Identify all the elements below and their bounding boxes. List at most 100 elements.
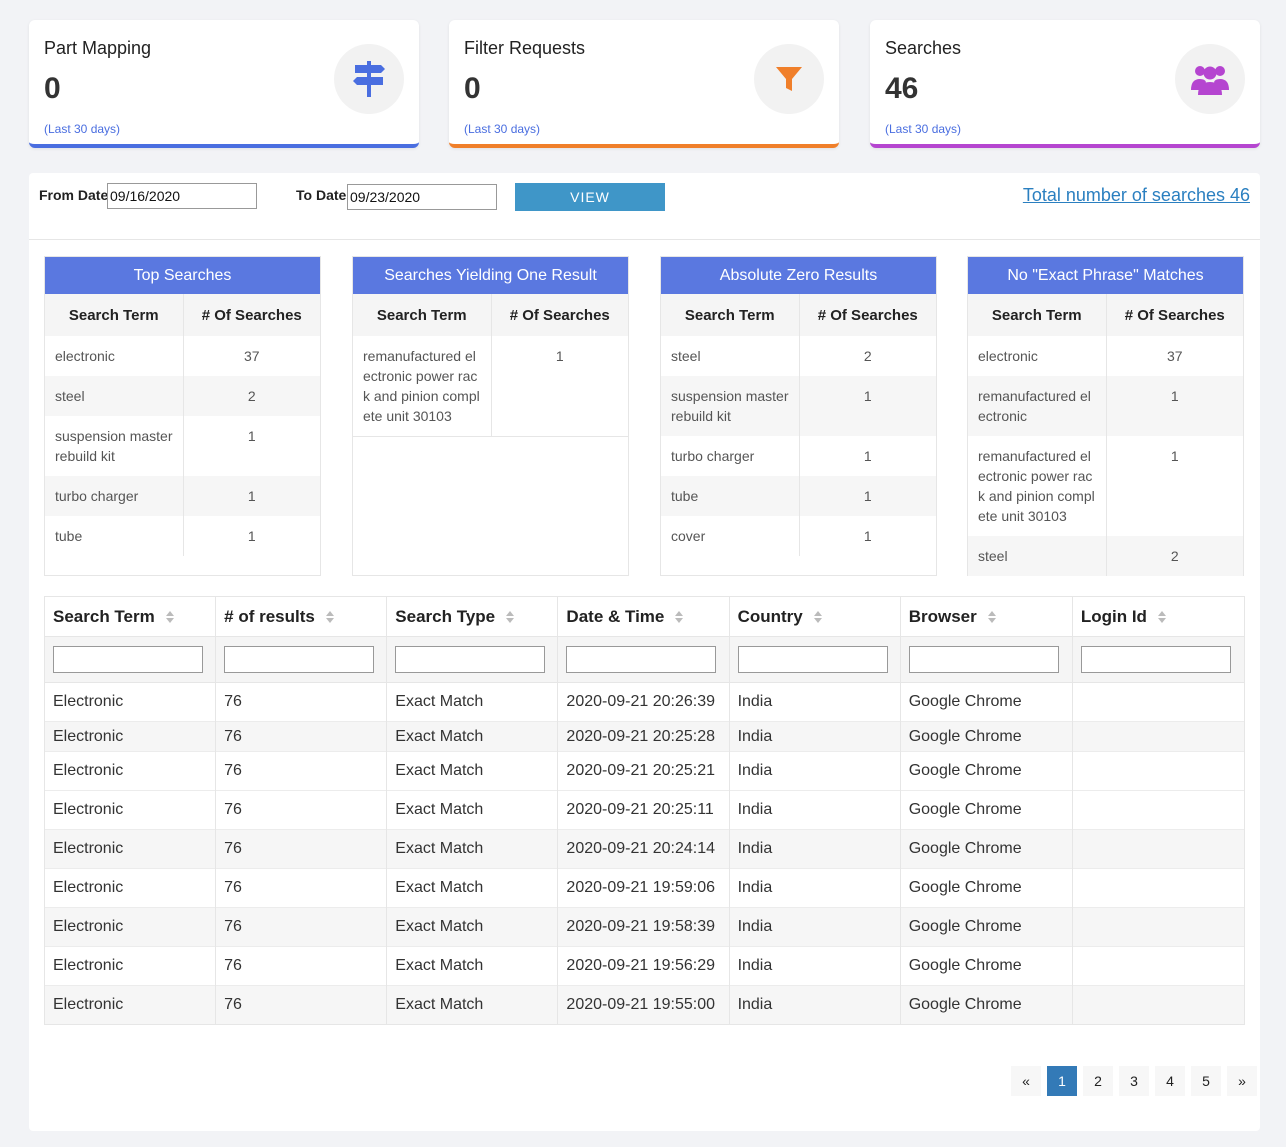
sort-icon[interactable]	[674, 610, 684, 624]
table-row: steel 2	[968, 536, 1243, 576]
search-term-cell: steel	[45, 376, 184, 416]
results-filter-input[interactable]	[224, 646, 375, 673]
search-term-cell: remanufactured electronic power rack and…	[968, 436, 1107, 536]
count-cell: 1	[799, 476, 936, 516]
search-type-filter-input[interactable]	[395, 646, 546, 673]
filter-cell	[899, 636, 1073, 683]
header-label: Browser	[908, 606, 977, 626]
cell: India	[728, 682, 901, 722]
table-row: remanufactured electronic 1	[968, 376, 1243, 436]
search-term-cell: electronic	[45, 336, 184, 376]
cell: Google Chrome	[899, 829, 1073, 869]
count-cell: 1	[1170, 448, 1179, 464]
card-title: Part Mapping	[44, 38, 152, 58]
pagination-prev[interactable]: «	[1011, 1066, 1041, 1096]
sort-icon[interactable]	[165, 610, 175, 624]
cell: Electronic	[43, 721, 217, 752]
filter-cell	[557, 636, 730, 683]
to-date-input[interactable]	[347, 184, 497, 210]
cell: Google Chrome	[899, 946, 1073, 986]
cell: Google Chrome	[899, 985, 1073, 1025]
cell: Google Chrome	[899, 682, 1073, 722]
stat-card-searches: Searches 46 (Last 30 days)	[870, 20, 1260, 148]
column-header-search-term[interactable]: Search Term	[43, 596, 217, 637]
table-row: Electronic 76 Exact Match 2020-09-21 19:58:…	[43, 907, 1246, 947]
table-row: remanufactured electronic power rack and…	[968, 436, 1243, 536]
header-label: Date & Time	[566, 606, 665, 626]
count-cell: 1	[247, 528, 256, 544]
users-icon	[1175, 44, 1245, 114]
table-row: Electronic 76 Exact Match 2020-09-21 20:25:…	[43, 721, 1246, 752]
sort-icon[interactable]	[505, 610, 515, 624]
sort-icon[interactable]	[1157, 610, 1167, 624]
count-cell: 2	[1106, 536, 1243, 576]
card-period: (Last 30 days)	[464, 122, 541, 136]
table-row: Electronic 76 Exact Match 2020-09-21 19:59:…	[43, 868, 1246, 908]
column-header: Search Term	[45, 294, 184, 336]
table-title: No "Exact Phrase" Matches	[968, 257, 1243, 294]
pagination-page-2[interactable]: 2	[1083, 1066, 1113, 1096]
country-filter-input[interactable]	[737, 646, 888, 673]
pagination-page-3[interactable]: 3	[1119, 1066, 1149, 1096]
cell: 2020-09-21 19:55:00	[557, 985, 730, 1025]
sort-icon[interactable]	[325, 610, 335, 624]
stat-card-part-mapping: Part Mapping 0 (Last 30 days)	[29, 20, 419, 148]
cell: 2020-09-21 19:58:39	[557, 907, 730, 947]
search-term-filter-input[interactable]	[53, 646, 203, 673]
search-term-cell: tube	[661, 476, 800, 516]
cell: Exact Match	[386, 907, 559, 947]
column-filter-row	[43, 636, 1246, 683]
cell: 2020-09-21 19:56:29	[557, 946, 730, 986]
table-row: suspension master rebuild kit 1	[45, 416, 320, 476]
card-title: Searches	[885, 38, 962, 58]
cell: Exact Match	[386, 985, 559, 1025]
cell: Exact Match	[386, 721, 559, 752]
cell: 76	[215, 790, 388, 830]
login-id-filter-input[interactable]	[1080, 646, 1231, 673]
column-header-date-time[interactable]: Date & Time	[557, 596, 730, 637]
pagination-page-5[interactable]: 5	[1191, 1066, 1221, 1096]
filter-cell	[728, 636, 901, 683]
table-row: Electronic 76 Exact Match 2020-09-21 19:55:…	[43, 985, 1246, 1025]
column-header-browser[interactable]: Browser	[899, 596, 1073, 637]
cell: Exact Match	[386, 829, 559, 869]
count-cell: 2	[863, 348, 872, 364]
table-row: Electronic 76 Exact Match 2020-09-21 20:26:…	[43, 682, 1246, 722]
date-time-filter-input[interactable]	[566, 646, 717, 673]
search-term-cell: turbo charger	[45, 476, 184, 516]
search-report-panel: From Date To Date VIEW Total number of s…	[29, 173, 1260, 1131]
table-row: steel 2	[661, 336, 936, 376]
search-term-cell: suspension master rebuild kit	[661, 376, 800, 436]
browser-filter-input[interactable]	[908, 646, 1059, 673]
column-header-results[interactable]: # of results	[215, 596, 388, 637]
from-date-input[interactable]	[107, 183, 257, 209]
card-period: (Last 30 days)	[885, 122, 962, 136]
sort-icon[interactable]	[813, 610, 823, 624]
cell: Electronic	[43, 829, 217, 869]
table-row: electronic 37	[45, 336, 320, 376]
column-header-country[interactable]: Country	[728, 596, 901, 637]
cell	[1071, 751, 1246, 791]
sort-icon[interactable]	[987, 610, 997, 624]
search-term-cell: steel	[968, 536, 1107, 576]
pagination-next[interactable]: »	[1227, 1066, 1257, 1096]
cell: 76	[215, 721, 388, 752]
column-header-search-type[interactable]: Search Type	[386, 596, 559, 637]
table-row: suspension master rebuild kit 1	[661, 376, 936, 436]
card-period: (Last 30 days)	[44, 122, 121, 136]
total-searches-link[interactable]: Total number of searches 46	[1022, 185, 1250, 205]
cell: 76	[215, 946, 388, 986]
date-filter-row: From Date To Date VIEW Total number of s…	[29, 173, 1260, 240]
one-result-searches-table: Searches Yielding One Result Search Term…	[352, 256, 629, 576]
header-label: Login Id	[1080, 606, 1147, 626]
view-button[interactable]: VIEW	[515, 183, 665, 211]
filter-cell	[386, 636, 559, 683]
to-date-label: To Date	[296, 187, 347, 203]
pagination-page-4[interactable]: 4	[1155, 1066, 1185, 1096]
count-cell: 1	[863, 528, 872, 544]
table-title: Absolute Zero Results	[661, 257, 936, 294]
header-label: Country	[737, 606, 803, 626]
column-header-login-id[interactable]: Login Id	[1071, 596, 1246, 637]
search-results-table: Search Term # of results Search Type Dat…	[43, 596, 1246, 1025]
pagination-page-1[interactable]: 1	[1047, 1066, 1077, 1096]
